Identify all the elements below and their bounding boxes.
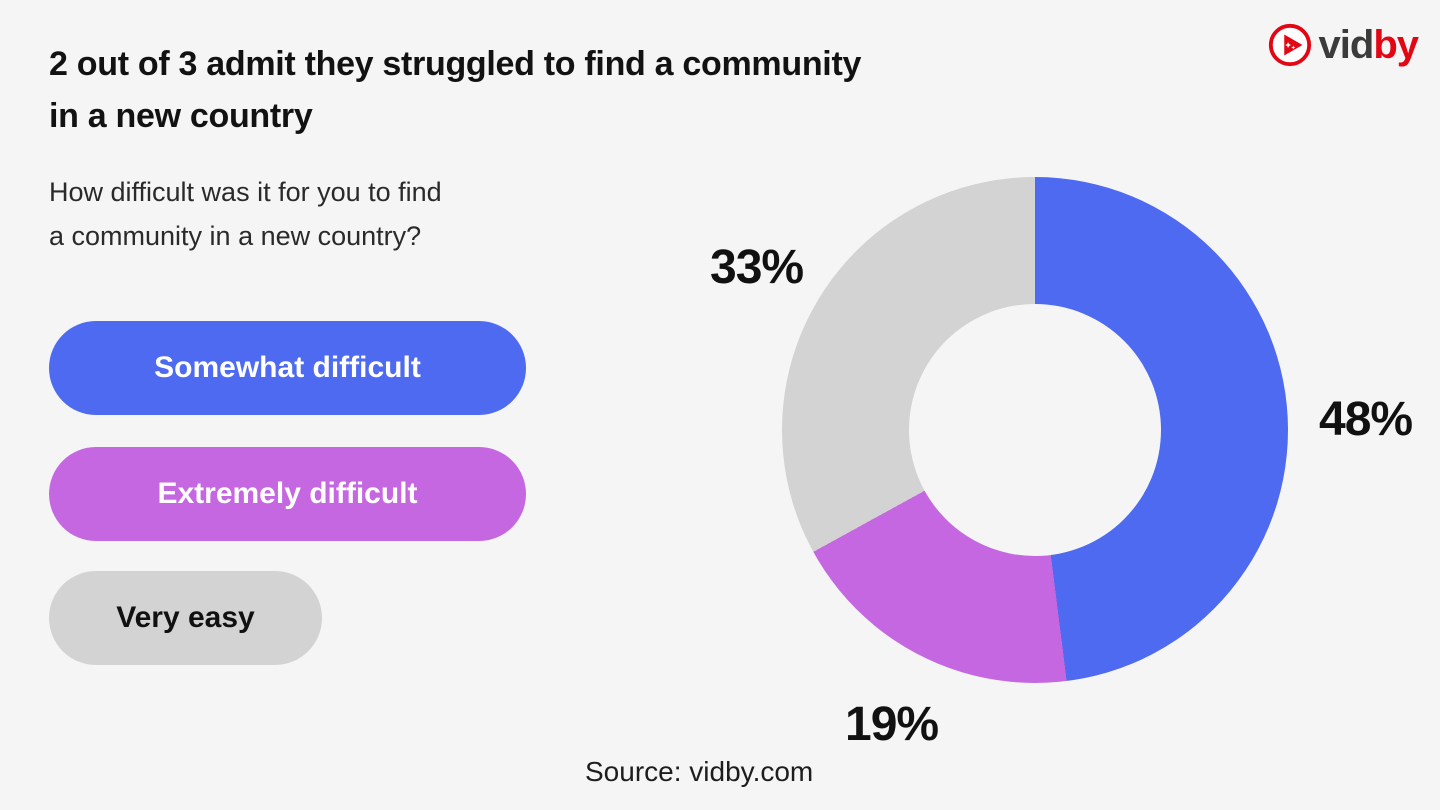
logo-text-vid: vid — [1318, 22, 1375, 67]
legend-pill-label: Extremely difficult — [157, 477, 418, 510]
data-label-extremely-difficult: 19% — [845, 698, 939, 751]
survey-question-line2: a community in a new country? — [49, 221, 422, 251]
legend-pill-label: Somewhat difficult — [154, 351, 421, 384]
donut-hole — [909, 304, 1161, 556]
page-title-line1: 2 out of 3 admit they struggled to find … — [49, 45, 862, 83]
logo-text: vidby — [1318, 22, 1419, 68]
page-title-line2: in a new country — [49, 97, 313, 135]
legend-pill-very-easy: Very easy — [49, 571, 322, 665]
data-label-very-easy: 33% — [710, 241, 804, 294]
data-label-somewhat-difficult: 48% — [1319, 393, 1413, 446]
donut-chart — [782, 177, 1288, 683]
legend-pill-label: Very easy — [116, 601, 255, 634]
page-title: 2 out of 3 admit they struggled to find … — [49, 38, 861, 142]
play-icon — [1268, 23, 1311, 67]
legend-pill-extremely-difficult: Extremely difficult — [49, 447, 526, 541]
logo-text-by: by — [1373, 22, 1419, 67]
vidby-logo: vidby — [1267, 22, 1419, 68]
survey-question-line1: How difficult was it for you to find — [49, 177, 442, 207]
survey-question: How difficult was it for you to find a c… — [49, 170, 442, 258]
legend-pill-somewhat-difficult: Somewhat difficult — [49, 321, 526, 415]
source-attribution: Source: vidby.com — [585, 756, 814, 787]
